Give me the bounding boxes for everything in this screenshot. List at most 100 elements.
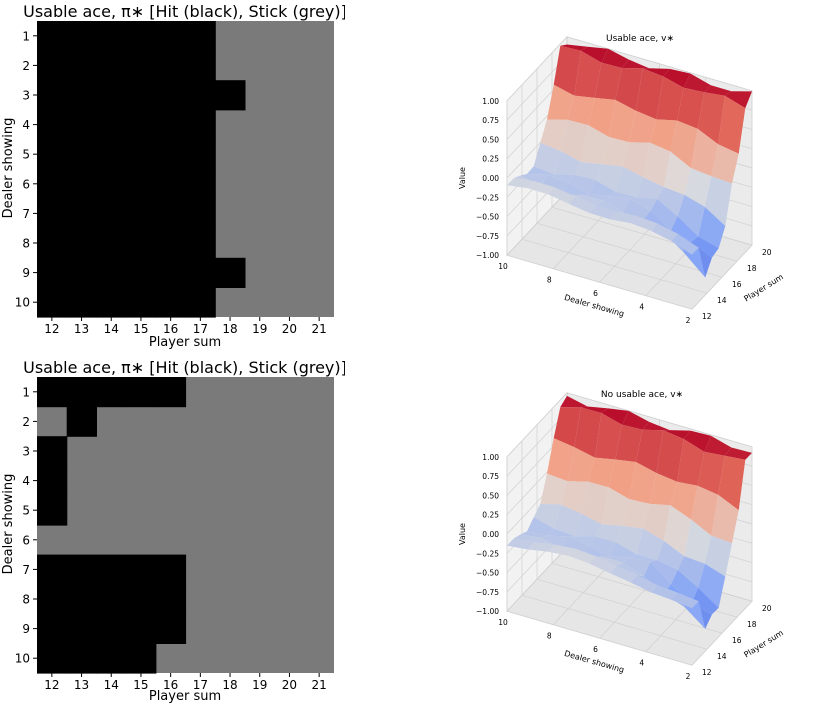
surface-patch (601, 48, 629, 68)
y-tick-label: 8 (22, 237, 30, 251)
surface-patch (615, 166, 644, 198)
heatmap-cells (37, 21, 334, 318)
heatmap-cell-hit (185, 169, 216, 200)
heatmap-cell-hit (96, 21, 127, 52)
heatmap-cell-hit (66, 50, 97, 81)
y-tick-label: 5 (22, 148, 30, 162)
surface-patch (643, 562, 671, 594)
surface-patch (635, 429, 664, 473)
z-tick-label: −1.00 (476, 607, 499, 616)
surface-patch (574, 513, 602, 537)
value-surface-top-svg: Usable ace, v∗ 1.00 0.75 0.50 0.25 0.00 −0.25… (458, 34, 785, 325)
surface-patch (677, 439, 705, 486)
surface-patch (609, 566, 637, 583)
surface-patch (507, 178, 535, 189)
surface-patch (560, 119, 589, 163)
x-tick-label: 12 (44, 678, 59, 692)
x-tick-label: 12 (44, 322, 59, 336)
surface-patch (663, 505, 691, 557)
y-tick-label: 8 (22, 593, 30, 607)
heatmap-cell-hit (155, 50, 187, 81)
surface-patch (540, 473, 568, 505)
x-tick-label: 14 (104, 678, 119, 692)
heatmap-cell-hit (126, 613, 157, 644)
chart-title: No usable ace, v∗ (601, 390, 683, 400)
surface-plot: 1.00 0.75 0.50 0.25 0.00 −0.25 −0.50 −0.75 −1.00… (458, 35, 785, 325)
y-axis-label: Dealer showing (1, 474, 16, 575)
policy-heatmap-bottom-svg: Usable ace, π∗ [Hit (black), Stick (grey… (1, 358, 347, 704)
heatmap-cell-hit (126, 21, 157, 52)
heatmap-cell-hit (66, 21, 97, 52)
gridline (506, 254, 693, 310)
heatmap-cell-hit (185, 109, 216, 140)
heatmap-cell-hit (185, 80, 216, 111)
x-tick-label: 6 (593, 645, 598, 654)
surface-patch (671, 592, 699, 609)
chart-title: Usable ace, v∗ (606, 34, 674, 44)
heatmap-cells (37, 377, 334, 674)
z-tick-label: 0.50 (482, 491, 499, 500)
heatmap-cell-hit (126, 50, 157, 81)
surface-patch (568, 548, 596, 564)
surface-patch (724, 447, 752, 460)
surface-patch (683, 73, 711, 93)
heatmap-cell-hit (155, 139, 187, 170)
y-tick-label: 20 (762, 248, 772, 257)
heatmap-cell-hit (96, 287, 127, 318)
x-tick-label: 4 (639, 659, 644, 668)
x-tick-label: 19 (252, 322, 267, 336)
gridline (521, 238, 708, 294)
surface-patch (616, 562, 644, 577)
surface-patch (602, 136, 630, 167)
surface-patch (724, 91, 752, 109)
heatmap-cell-hit (215, 257, 246, 288)
surface-patch (698, 563, 726, 608)
y-tick-label: 12 (702, 312, 712, 321)
surface-patch (704, 535, 732, 577)
y-tick-label: 10 (15, 296, 30, 310)
z-tick-label: 1.00 (482, 97, 499, 106)
x-tick-label: 16 (163, 322, 178, 336)
surface-patch (650, 585, 679, 600)
y-tick-label: 7 (22, 207, 30, 221)
heatmap-cell-hit (185, 50, 216, 81)
surface-patch (656, 76, 684, 121)
y-tick-label: 10 (15, 652, 30, 666)
surface-patch (553, 407, 581, 448)
y-tick-label: 14 (717, 652, 727, 661)
z-tick-label: −0.25 (476, 549, 499, 558)
heatmap-cell-hit (96, 643, 127, 674)
surface-patch (615, 424, 643, 462)
z-tick-label: 0.25 (482, 155, 499, 164)
heatmap-cell-hit (155, 169, 187, 200)
heatmap-cell-hit (96, 80, 127, 111)
heatmap-cell-hit (37, 643, 68, 674)
surface-patch (650, 560, 678, 585)
x-tick-label: 10 (498, 262, 508, 271)
surface-patch (581, 481, 609, 525)
x-tick-label: 15 (133, 678, 148, 692)
heatmap-cell-hit (96, 139, 127, 170)
surface-patch (623, 198, 651, 220)
x-tick-label: 16 (163, 678, 178, 692)
surface-patch (670, 120, 698, 169)
heatmap-cell-hit (66, 554, 97, 585)
surface-patch (677, 87, 705, 129)
value-surface-bottom-svg: No usable ace, v∗ 1.00 0.75 0.50 0.25 0.00 −0… (458, 390, 785, 681)
surface-patch (527, 542, 555, 552)
y-axis-label: Dealer showing (1, 118, 16, 219)
surface-patch (608, 459, 636, 500)
heatmap-cell-hit (155, 377, 187, 408)
surface-patch (527, 181, 555, 195)
surface-patch (609, 212, 637, 224)
heatmap-cell-hit (66, 643, 97, 674)
heatmap-cell-hit (215, 80, 246, 111)
surface-patch (594, 62, 622, 100)
surface-patch (547, 84, 575, 120)
surface-patch (629, 197, 657, 211)
heatmap-cell-hit (185, 198, 216, 229)
z-tick-label: −0.75 (476, 588, 499, 597)
gridline (521, 594, 708, 650)
surface-patch (670, 216, 699, 242)
z-tick-label: 0.00 (482, 174, 499, 183)
